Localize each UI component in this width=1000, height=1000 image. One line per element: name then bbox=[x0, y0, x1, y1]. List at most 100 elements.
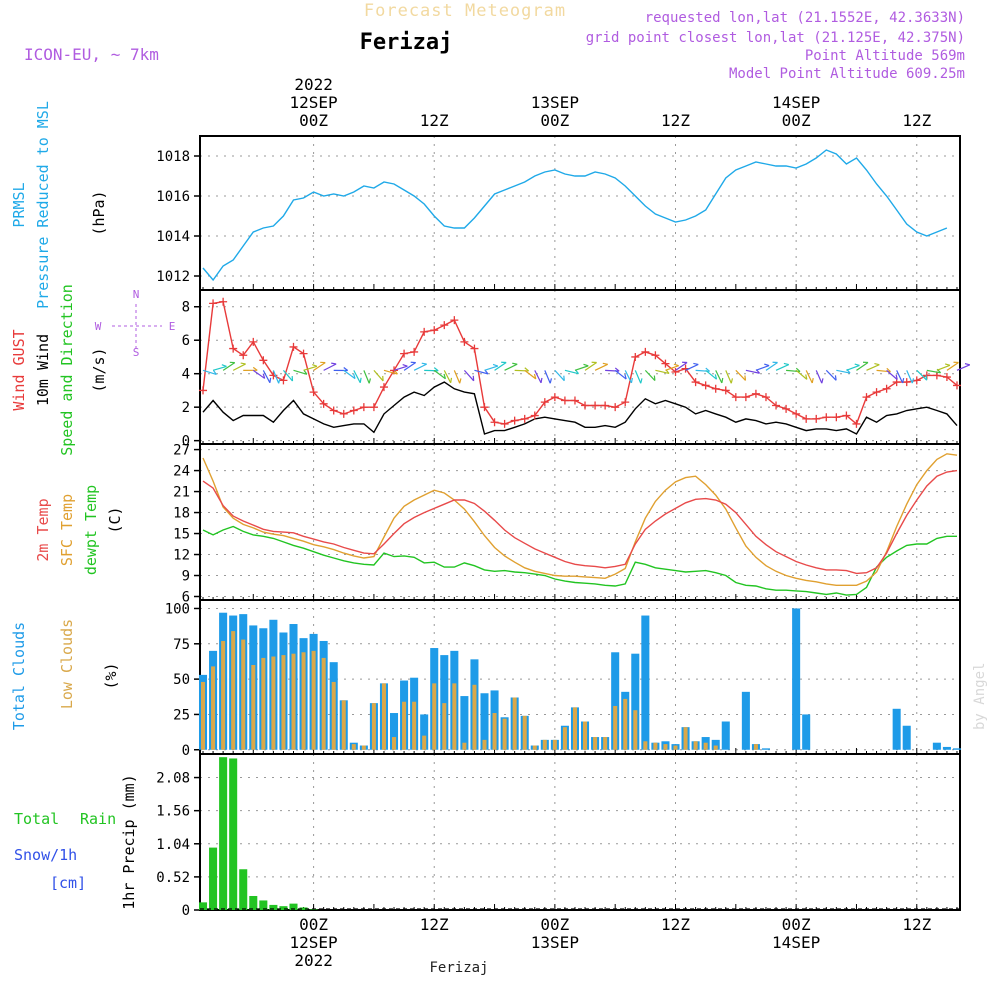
grid-point-coords: grid point closest lon,lat (21.125E, 42.… bbox=[586, 30, 965, 46]
wind-direction-arrow bbox=[514, 369, 529, 372]
low-clouds-bar bbox=[371, 703, 376, 750]
total-clouds-bar bbox=[942, 746, 951, 750]
compass-cross bbox=[112, 304, 162, 348]
wind-gust-marker bbox=[520, 414, 529, 423]
low-clouds-bar bbox=[251, 664, 256, 750]
wind-gust-marker bbox=[661, 359, 670, 368]
low-clouds-bar bbox=[361, 745, 366, 750]
wind-direction-arrow bbox=[363, 370, 370, 384]
wind-arrow-head bbox=[524, 367, 530, 372]
total-clouds-bar bbox=[741, 691, 750, 750]
wind-direction-arrow bbox=[866, 364, 880, 371]
wind-arrow-head bbox=[886, 367, 891, 373]
wind-direction-arrow bbox=[282, 369, 293, 382]
pressure-line bbox=[202, 149, 948, 282]
panel-frame bbox=[199, 753, 961, 911]
wind-compass: N S W E bbox=[95, 288, 176, 359]
wind-arrow-head bbox=[433, 367, 439, 372]
wind-gust-marker bbox=[540, 398, 549, 407]
top-time-label: 14SEP bbox=[772, 93, 820, 112]
wind-arrow-head bbox=[925, 375, 928, 381]
wind-gust-marker bbox=[510, 416, 519, 425]
wind-direction-arrow bbox=[665, 365, 679, 371]
wind-gust-marker bbox=[299, 349, 308, 358]
wind-arrow-head bbox=[874, 362, 880, 366]
wind-gust-label: Wind GUST bbox=[10, 329, 28, 410]
wind-direction-arrow bbox=[594, 363, 608, 371]
wind-direction-arrow bbox=[946, 361, 959, 371]
panel-clouds: 0 25 50 75 100 bbox=[165, 599, 962, 759]
low-clouds-bar bbox=[341, 700, 346, 750]
wind-arrow-head bbox=[602, 362, 608, 365]
top-time-label: 12SEP bbox=[290, 93, 338, 112]
y-tick-label: 15 bbox=[173, 527, 190, 543]
total-label: Total bbox=[14, 810, 59, 828]
wind-arrow-head bbox=[821, 378, 824, 384]
model-altitude: Model Point Altitude 609.25m bbox=[729, 66, 965, 82]
wind-gust-marker bbox=[550, 393, 559, 402]
wind-gust-marker bbox=[782, 404, 791, 413]
location-title: Ferizaj bbox=[360, 30, 453, 55]
wind-direction-arrow bbox=[262, 370, 271, 384]
wind-direction-arrow bbox=[574, 365, 589, 371]
wind-arrow-head bbox=[944, 363, 951, 366]
wind-gust-marker bbox=[792, 409, 801, 418]
wind-gust-marker bbox=[751, 389, 760, 398]
total-clouds-bar bbox=[440, 655, 449, 750]
y-tick-label: 25 bbox=[173, 707, 190, 723]
wind-arrow-head bbox=[512, 362, 518, 365]
wind-direction-arrow bbox=[564, 369, 579, 375]
total-clouds-bar bbox=[420, 714, 429, 750]
compass-east: E bbox=[169, 320, 176, 333]
wind-gust-marker bbox=[309, 388, 318, 397]
wind-direction-arrow bbox=[222, 362, 236, 371]
top-time-label: 12Z bbox=[902, 111, 931, 130]
wind-arrow-head bbox=[744, 375, 747, 381]
low-clouds-bar bbox=[462, 742, 467, 750]
wind-arrow-head bbox=[450, 377, 453, 383]
wind-arrow-head bbox=[964, 363, 970, 366]
wind-direction-arrow bbox=[323, 363, 337, 371]
wind-direction-arrow bbox=[906, 370, 913, 384]
wind-direction-arrow bbox=[303, 365, 318, 371]
y-tick-label: 0 bbox=[182, 434, 190, 450]
low-clouds-bar bbox=[301, 652, 306, 750]
wind-gust-marker bbox=[581, 401, 590, 410]
wind-gust-marker bbox=[420, 327, 429, 336]
wind-direction-arrow bbox=[614, 369, 627, 380]
total-clouds-bar bbox=[641, 615, 650, 750]
wind-gust-marker bbox=[239, 351, 248, 360]
bottom-time-label: 00Z bbox=[540, 915, 569, 934]
wind-gust-marker bbox=[560, 396, 569, 405]
wind-direction-arrow bbox=[313, 362, 326, 371]
low-clouds-bar bbox=[211, 666, 216, 750]
wind-arrow-head bbox=[359, 377, 362, 383]
low-clouds-bar bbox=[402, 701, 407, 750]
low-clouds-bar bbox=[201, 681, 206, 750]
wind-gust-marker bbox=[570, 396, 579, 405]
wind-direction-arrow bbox=[393, 365, 408, 371]
wind-arrow-head bbox=[312, 364, 318, 367]
wind-gust-marker bbox=[812, 414, 821, 423]
low-clouds-bar bbox=[583, 721, 588, 750]
dewpt-temp-line bbox=[202, 525, 957, 596]
wind-direction-arrow bbox=[293, 369, 308, 375]
low-clouds-bar bbox=[432, 683, 437, 750]
bottom-time-label: 14SEP bbox=[772, 933, 820, 952]
panel-wind: 0 2 4 6 8 N S W E bbox=[95, 288, 971, 450]
wind-direction-arrow bbox=[916, 369, 928, 381]
top-time-label: 13SEP bbox=[531, 93, 579, 112]
low-clouds-bar bbox=[452, 683, 457, 750]
wind-direction-arrow bbox=[232, 363, 246, 371]
wind-arrow-head bbox=[714, 374, 718, 380]
wind-direction-arrow bbox=[815, 370, 823, 384]
y-tick-label: 1012 bbox=[156, 269, 190, 285]
y-tick-label: 0 bbox=[182, 903, 190, 919]
wind-arrow-head bbox=[459, 378, 462, 384]
wind-direction-arrow bbox=[252, 369, 266, 379]
total-clouds-bar bbox=[631, 653, 640, 750]
temp-2m-label: 2m Temp bbox=[34, 498, 52, 561]
wind-arrow-head bbox=[895, 374, 898, 380]
wind-direction-arrow bbox=[886, 369, 898, 380]
